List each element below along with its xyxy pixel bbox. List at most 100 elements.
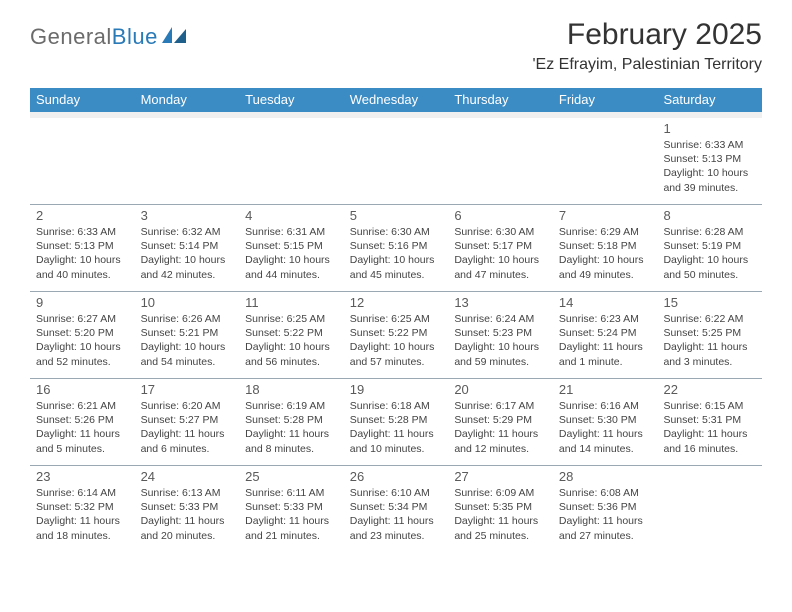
day-info: Sunrise: 6:13 AMSunset: 5:33 PMDaylight:… xyxy=(141,486,234,543)
day-empty xyxy=(344,118,449,204)
day-number: 5 xyxy=(350,208,443,223)
sunrise-text: Sunrise: 6:23 AM xyxy=(559,312,652,326)
sunrise-text: Sunrise: 6:13 AM xyxy=(141,486,234,500)
sunset-text: Sunset: 5:33 PM xyxy=(245,500,338,514)
day-cell: 25Sunrise: 6:11 AMSunset: 5:33 PMDayligh… xyxy=(239,466,344,552)
day-number: 11 xyxy=(245,295,338,310)
header: GeneralBlue February 2025 'Ez Efrayim, P… xyxy=(0,0,792,80)
title-block: February 2025 'Ez Efrayim, Palestinian T… xyxy=(533,18,763,74)
sunrise-text: Sunrise: 6:20 AM xyxy=(141,399,234,413)
weekday-wednesday: Wednesday xyxy=(344,88,449,112)
week-row: 16Sunrise: 6:21 AMSunset: 5:26 PMDayligh… xyxy=(30,378,762,465)
day-number: 21 xyxy=(559,382,652,397)
sunset-text: Sunset: 5:15 PM xyxy=(245,239,338,253)
daylight-text: Daylight: 11 hours and 25 minutes. xyxy=(454,514,547,542)
daylight-text: Daylight: 11 hours and 21 minutes. xyxy=(245,514,338,542)
day-number: 26 xyxy=(350,469,443,484)
day-info: Sunrise: 6:18 AMSunset: 5:28 PMDaylight:… xyxy=(350,399,443,456)
day-number: 2 xyxy=(36,208,129,223)
weekday-sunday: Sunday xyxy=(30,88,135,112)
sunrise-text: Sunrise: 6:33 AM xyxy=(663,138,756,152)
day-number: 18 xyxy=(245,382,338,397)
day-number: 19 xyxy=(350,382,443,397)
day-cell: 15 Sunrise: 6:22 AMSunset: 5:25 PMDayligh… xyxy=(657,292,762,378)
day-number: 6 xyxy=(454,208,547,223)
day-info: Sunrise: 6:10 AMSunset: 5:34 PMDaylight:… xyxy=(350,486,443,543)
weekday-saturday: Saturday xyxy=(657,88,762,112)
sunrise-text: Sunrise: 6:24 AM xyxy=(454,312,547,326)
day-cell: 20Sunrise: 6:17 AMSunset: 5:29 PMDayligh… xyxy=(448,379,553,465)
day-cell: 28 Sunrise: 6:08 AMSunset: 5:36 PMDayligh… xyxy=(553,466,658,552)
daylight-text: Daylight: 10 hours and 42 minutes. xyxy=(141,253,234,281)
day-info: Sunrise: 6:16 AMSunset: 5:30 PMDaylight:… xyxy=(559,399,652,456)
daylight-text: Daylight: 11 hours and 20 minutes. xyxy=(141,514,234,542)
day-cell: 10 Sunrise: 6:26 AMSunset: 5:21 PMDayligh… xyxy=(135,292,240,378)
day-info: Sunrise: 6:08 AMSunset: 5:36 PMDaylight:… xyxy=(559,486,652,543)
day-info: Sunrise: 6:24 AMSunset: 5:23 PMDaylight:… xyxy=(454,312,547,369)
daylight-text: Daylight: 10 hours and 40 minutes. xyxy=(36,253,129,281)
day-cell: 12Sunrise: 6:25 AMSunset: 5:22 PMDayligh… xyxy=(344,292,449,378)
day-info: Sunrise: 6:30 AMSunset: 5:16 PMDaylight:… xyxy=(350,225,443,282)
day-number: 10 xyxy=(141,295,234,310)
sunrise-text: Sunrise: 6:10 AM xyxy=(350,486,443,500)
sunset-text: Sunset: 5:19 PM xyxy=(663,239,756,253)
sunset-text: Sunset: 5:26 PM xyxy=(36,413,129,427)
daylight-text: Daylight: 10 hours and 59 minutes. xyxy=(454,340,547,368)
day-cell: 3 Sunrise: 6:32 AMSunset: 5:14 PMDaylight… xyxy=(135,205,240,291)
day-cell: 21 Sunrise: 6:16 AMSunset: 5:30 PMDayligh… xyxy=(553,379,658,465)
day-empty xyxy=(135,118,240,204)
daylight-text: Daylight: 11 hours and 14 minutes. xyxy=(559,427,652,455)
sunrise-text: Sunrise: 6:31 AM xyxy=(245,225,338,239)
day-info: Sunrise: 6:14 AMSunset: 5:32 PMDaylight:… xyxy=(36,486,129,543)
logo-sail-icon xyxy=(162,25,188,50)
sunrise-text: Sunrise: 6:30 AM xyxy=(454,225,547,239)
day-info: Sunrise: 6:22 AMSunset: 5:25 PMDaylight:… xyxy=(663,312,756,369)
day-info: Sunrise: 6:32 AMSunset: 5:14 PMDaylight:… xyxy=(141,225,234,282)
day-number: 23 xyxy=(36,469,129,484)
day-cell: 24 Sunrise: 6:13 AMSunset: 5:33 PMDayligh… xyxy=(135,466,240,552)
day-number: 20 xyxy=(454,382,547,397)
day-info: Sunrise: 6:33 AMSunset: 5:13 PMDaylight:… xyxy=(663,138,756,195)
day-number: 12 xyxy=(350,295,443,310)
day-info: Sunrise: 6:25 AMSunset: 5:22 PMDaylight:… xyxy=(245,312,338,369)
day-info: Sunrise: 6:28 AMSunset: 5:19 PMDaylight:… xyxy=(663,225,756,282)
sunset-text: Sunset: 5:23 PM xyxy=(454,326,547,340)
month-title: February 2025 xyxy=(533,18,763,52)
day-number: 15 xyxy=(663,295,756,310)
day-cell: 4Sunrise: 6:31 AMSunset: 5:15 PMDaylight… xyxy=(239,205,344,291)
week-row: 9Sunrise: 6:27 AMSunset: 5:20 PMDaylight… xyxy=(30,291,762,378)
sunset-text: Sunset: 5:22 PM xyxy=(245,326,338,340)
calendar: SundayMondayTuesdayWednesdayThursdayFrid… xyxy=(30,88,762,552)
day-empty xyxy=(657,466,762,552)
day-number: 28 xyxy=(559,469,652,484)
day-info: Sunrise: 6:15 AMSunset: 5:31 PMDaylight:… xyxy=(663,399,756,456)
day-number: 24 xyxy=(141,469,234,484)
day-cell: 11 Sunrise: 6:25 AMSunset: 5:22 PMDayligh… xyxy=(239,292,344,378)
day-number: 3 xyxy=(141,208,234,223)
sunset-text: Sunset: 5:32 PM xyxy=(36,500,129,514)
sunrise-text: Sunrise: 6:27 AM xyxy=(36,312,129,326)
sunrise-text: Sunrise: 6:21 AM xyxy=(36,399,129,413)
daylight-text: Daylight: 11 hours and 3 minutes. xyxy=(663,340,756,368)
sunset-text: Sunset: 5:17 PM xyxy=(454,239,547,253)
daylight-text: Daylight: 10 hours and 45 minutes. xyxy=(350,253,443,281)
day-cell: 8 Sunrise: 6:28 AMSunset: 5:19 PMDaylight… xyxy=(657,205,762,291)
day-info: Sunrise: 6:29 AMSunset: 5:18 PMDaylight:… xyxy=(559,225,652,282)
day-info: Sunrise: 6:26 AMSunset: 5:21 PMDaylight:… xyxy=(141,312,234,369)
sunrise-text: Sunrise: 6:30 AM xyxy=(350,225,443,239)
weekday-header-row: SundayMondayTuesdayWednesdayThursdayFrid… xyxy=(30,88,762,112)
daylight-text: Daylight: 11 hours and 16 minutes. xyxy=(663,427,756,455)
day-number: 7 xyxy=(559,208,652,223)
day-info: Sunrise: 6:19 AMSunset: 5:28 PMDaylight:… xyxy=(245,399,338,456)
daylight-text: Daylight: 10 hours and 49 minutes. xyxy=(559,253,652,281)
day-empty xyxy=(448,118,553,204)
weeks-container: 1Sunrise: 6:33 AMSunset: 5:13 PMDaylight… xyxy=(30,118,762,552)
sunset-text: Sunset: 5:34 PM xyxy=(350,500,443,514)
sunset-text: Sunset: 5:22 PM xyxy=(350,326,443,340)
day-cell: 18 Sunrise: 6:19 AMSunset: 5:28 PMDayligh… xyxy=(239,379,344,465)
sunset-text: Sunset: 5:33 PM xyxy=(141,500,234,514)
day-number: 8 xyxy=(663,208,756,223)
daylight-text: Daylight: 10 hours and 39 minutes. xyxy=(663,166,756,194)
daylight-text: Daylight: 10 hours and 50 minutes. xyxy=(663,253,756,281)
brand-part2: Blue xyxy=(112,24,158,49)
